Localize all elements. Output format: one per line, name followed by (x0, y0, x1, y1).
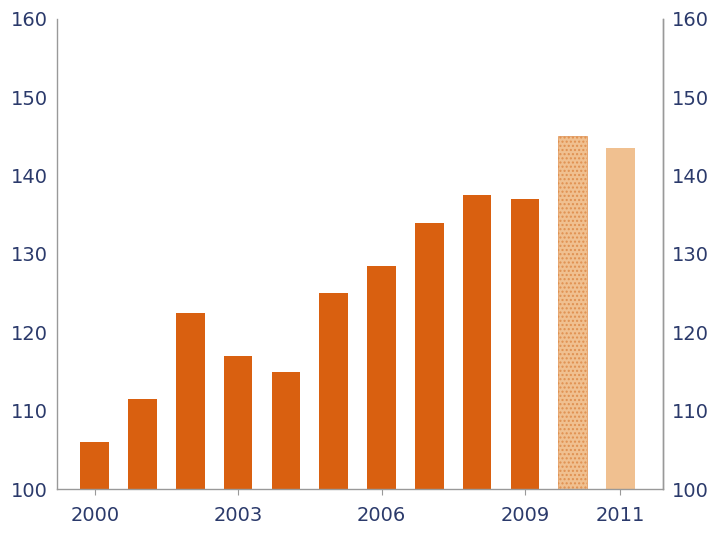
Bar (415, 222, 444, 489)
Bar (128, 399, 157, 489)
Bar (320, 293, 348, 489)
Bar (224, 356, 253, 489)
Bar (367, 266, 396, 489)
Bar (271, 371, 300, 489)
Bar (176, 312, 204, 489)
Bar (81, 442, 109, 489)
Bar (558, 136, 587, 489)
Bar (558, 136, 587, 489)
Bar (463, 195, 492, 489)
Bar (606, 148, 635, 489)
Bar (510, 199, 539, 489)
